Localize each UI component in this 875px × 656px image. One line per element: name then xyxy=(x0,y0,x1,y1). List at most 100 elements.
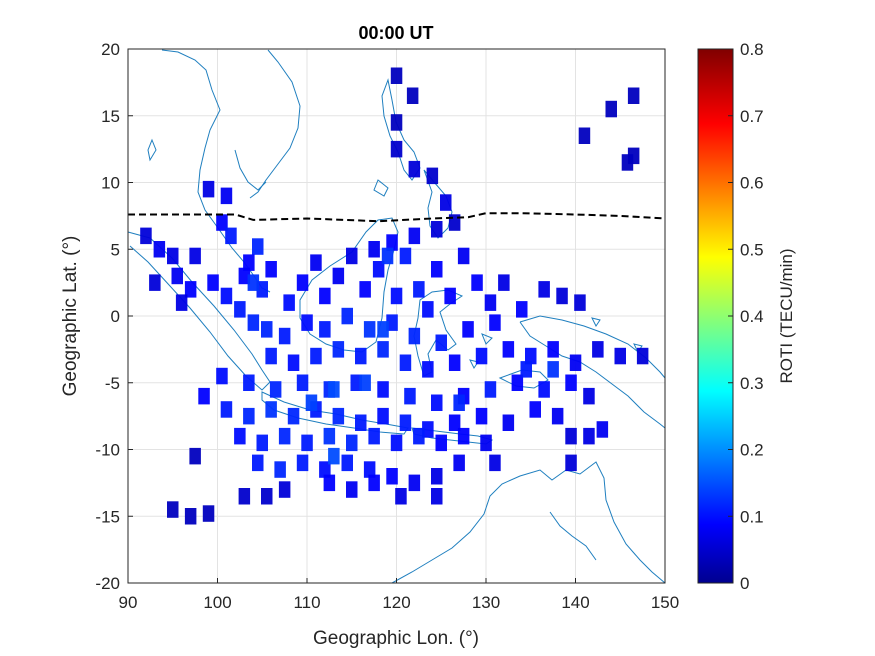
roti-cell xyxy=(238,488,251,505)
roti-cell xyxy=(355,414,367,431)
roti-cell xyxy=(256,434,268,452)
roti-cell xyxy=(565,374,577,391)
x-tick-label: 120 xyxy=(382,593,410,612)
colorbar-gradient xyxy=(697,48,734,584)
roti-cell xyxy=(207,274,219,291)
roti-cell xyxy=(426,167,439,185)
roti-cell xyxy=(529,401,541,418)
x-tick-label: 150 xyxy=(651,593,679,612)
roti-cell xyxy=(274,461,286,478)
roti-cell xyxy=(511,374,524,391)
roti-cell xyxy=(153,241,166,258)
roti-cell xyxy=(381,247,394,265)
y-tick-label: 5 xyxy=(111,240,120,259)
roti-cell xyxy=(328,447,340,465)
roti-cell xyxy=(556,287,568,305)
roti-cell xyxy=(283,294,295,311)
roti-cell xyxy=(431,261,443,278)
roti-cell xyxy=(305,394,318,411)
roti-cell xyxy=(592,341,604,358)
roti-cell xyxy=(167,501,179,518)
roti-cell xyxy=(377,321,389,338)
roti-cell xyxy=(489,454,501,472)
roti-cell xyxy=(234,427,246,445)
roti-cell xyxy=(462,321,474,338)
roti-cell xyxy=(368,241,380,258)
x-tick-label: 110 xyxy=(293,593,320,612)
roti-cell xyxy=(448,354,461,371)
roti-cell xyxy=(296,454,309,472)
roti-cell xyxy=(278,427,291,445)
roti-cell xyxy=(431,394,443,411)
y-tick-label: -15 xyxy=(95,507,120,526)
roti-cell xyxy=(484,294,497,311)
roti-cell xyxy=(225,227,237,245)
roti-cell xyxy=(167,247,179,265)
roti-cell xyxy=(457,427,470,445)
roti-cell xyxy=(435,334,447,351)
colorbar-tick-label: 0.6 xyxy=(740,174,764,193)
colorbar-tick-label: 0.2 xyxy=(740,441,764,460)
roti-cell xyxy=(480,434,492,452)
roti-cell xyxy=(363,321,376,338)
roti-cell xyxy=(636,347,649,365)
roti-cells xyxy=(140,67,649,525)
map-axes: 90 100 110 120 130 140 150 20 15 10 5 0 -5 -10 -15 -20 xyxy=(95,40,679,612)
roti-cell xyxy=(261,321,273,338)
roti-cell xyxy=(538,281,550,298)
roti-cell xyxy=(202,180,215,198)
roti-cell xyxy=(435,434,447,452)
colorbar-tick-label: 0.4 xyxy=(740,307,764,326)
roti-cell xyxy=(574,294,586,311)
y-tick-label: -10 xyxy=(95,441,120,460)
roti-cell xyxy=(408,327,421,345)
roti-cell xyxy=(448,214,461,231)
roti-cell xyxy=(377,407,389,425)
roti-cell xyxy=(184,281,197,298)
roti-cell xyxy=(238,267,251,285)
roti-cell xyxy=(621,154,634,171)
roti-cell xyxy=(502,341,515,358)
roti-cell xyxy=(261,488,273,505)
roti-cell xyxy=(301,314,313,331)
roti-cell xyxy=(431,468,443,485)
y-tick-label: 15 xyxy=(101,107,120,126)
roti-cell xyxy=(332,341,345,358)
roti-cell xyxy=(310,347,322,365)
roti-cell xyxy=(565,454,577,472)
colorbar-tick-label: 0.3 xyxy=(740,374,764,393)
colorbar-label: ROTI (TECU/min) xyxy=(777,248,796,383)
y-axis-title: Geographic Lat. (°) xyxy=(60,236,81,397)
roti-cell xyxy=(140,227,152,245)
roti-cell xyxy=(390,287,403,305)
roti-cell xyxy=(319,461,331,478)
roti-cell xyxy=(547,361,559,378)
roti-cell xyxy=(328,381,340,398)
roti-cell xyxy=(220,401,233,418)
roti-cell xyxy=(475,407,488,425)
roti-cell xyxy=(498,274,510,291)
roti-cell xyxy=(252,454,264,472)
y-tick-label: -5 xyxy=(105,374,120,393)
y-tick-label: -20 xyxy=(95,574,120,593)
roti-cell xyxy=(569,354,582,371)
roti-cell xyxy=(404,387,416,405)
roti-cell xyxy=(287,407,300,425)
y-tick-label: 10 xyxy=(101,174,120,193)
x-axis-title: Geographic Lon. (°) xyxy=(313,628,479,649)
roti-cell xyxy=(216,367,228,385)
roti-cell xyxy=(359,374,371,391)
roti-cell xyxy=(386,468,398,485)
roti-cell xyxy=(440,194,452,211)
roti-cell xyxy=(390,114,403,131)
colorbar-ticks: 0.8 0.7 0.6 0.5 0.4 0.3 0.2 0.1 0 xyxy=(728,40,764,593)
roti-cell xyxy=(346,481,358,498)
roti-cell xyxy=(547,341,559,358)
roti-cell xyxy=(346,247,358,265)
roti-cell xyxy=(408,474,421,492)
roti-cell xyxy=(372,261,385,278)
roti-cell xyxy=(252,238,264,255)
colorbar: 0.8 0.7 0.6 0.5 0.4 0.3 0.2 0.1 0 ROTI (TECU/min… xyxy=(697,40,796,593)
colorbar-tick-label: 0.7 xyxy=(740,107,764,126)
roti-cell xyxy=(448,414,461,431)
